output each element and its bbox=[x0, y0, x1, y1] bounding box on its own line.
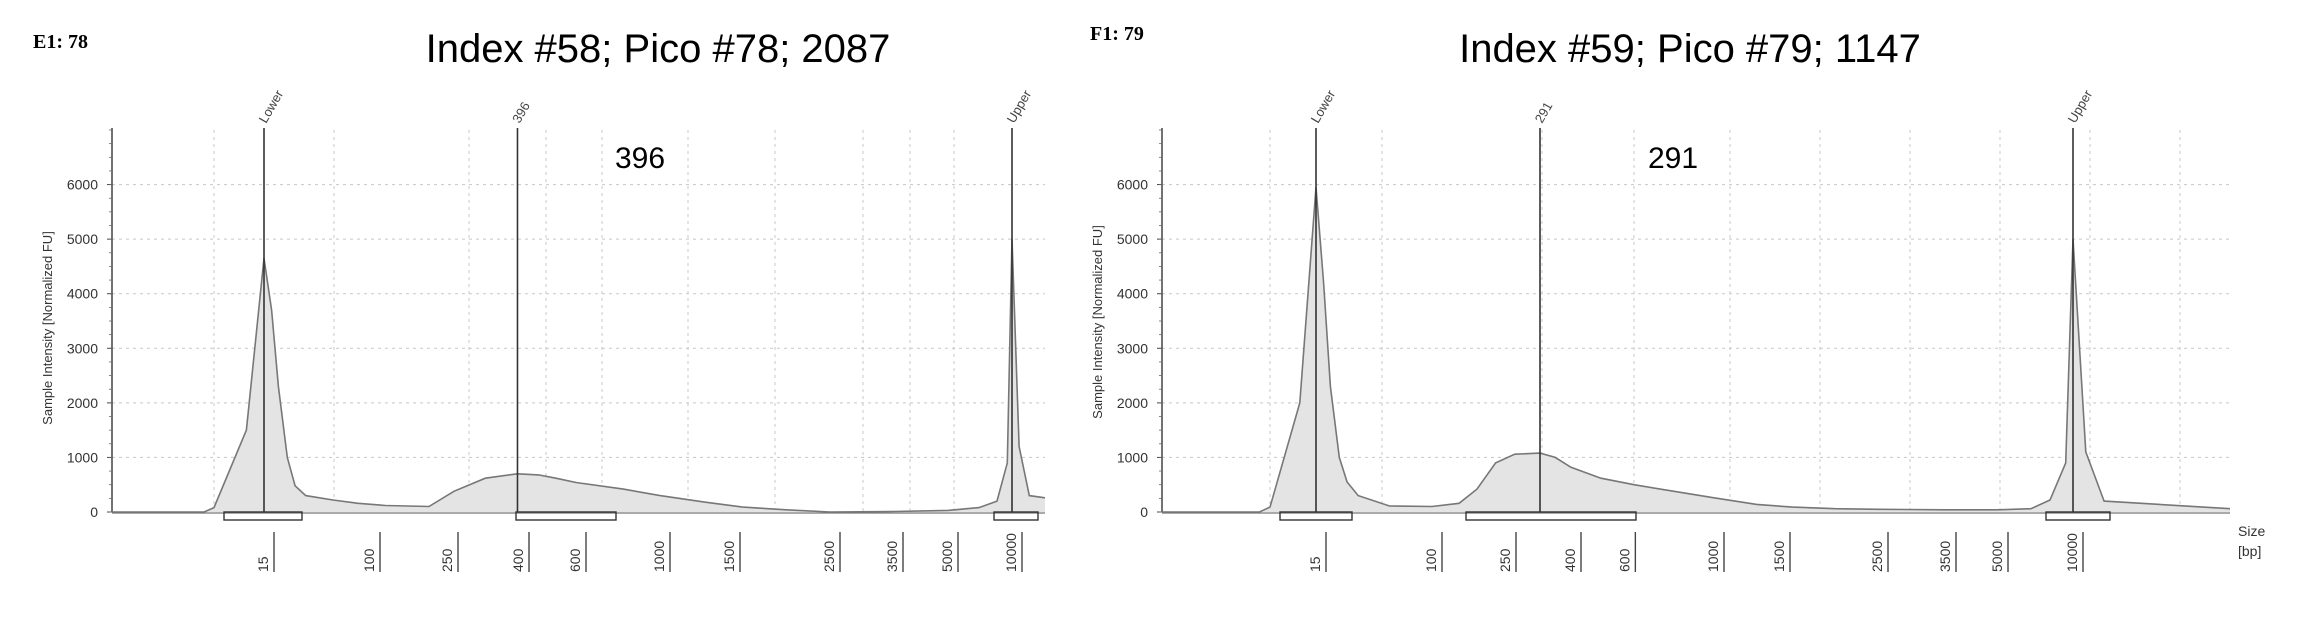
marker-label: Lower bbox=[256, 87, 287, 126]
panel-f1: F1: 79 Index #59; Pico #79; 1147 0 1000 20… bbox=[1090, 23, 2265, 572]
y-tick-label: 2000 bbox=[1117, 395, 1148, 411]
well-label: E1: 78 bbox=[33, 31, 88, 53]
region-bracket bbox=[2045, 511, 2111, 521]
marker-label: Lower bbox=[1308, 87, 1339, 126]
x-tick-label: 2500 bbox=[821, 541, 837, 572]
y-tick-label: 3000 bbox=[1117, 340, 1148, 356]
x-tick-label: 600 bbox=[1616, 548, 1632, 572]
marker-label: 396 bbox=[509, 99, 533, 125]
x-tick-label: 1500 bbox=[1771, 541, 1787, 572]
x-tick-label: 5000 bbox=[1989, 541, 2005, 572]
trace-line bbox=[112, 239, 1046, 513]
x-tick-label: 10000 bbox=[1003, 533, 1019, 572]
region-bracket bbox=[993, 511, 1039, 521]
y-tick-label: 6000 bbox=[1117, 177, 1148, 193]
plot-area: 0 1000 2000 3000 4000 5000 6000 Lower 396 Upper 15… bbox=[67, 87, 1046, 572]
y-tick-label: 0 bbox=[90, 504, 98, 520]
x-tick-label: 2500 bbox=[1869, 541, 1885, 572]
x-tick-label: 250 bbox=[1497, 548, 1513, 572]
x-tick-label: 100 bbox=[1423, 548, 1439, 572]
region-bracket bbox=[1465, 511, 1637, 521]
x-tick-label: 400 bbox=[510, 548, 526, 572]
y-tick-label: 0 bbox=[1140, 504, 1148, 520]
y-tick-label: 1000 bbox=[67, 449, 98, 465]
x-axis-label-bp: [bp] bbox=[2238, 543, 2261, 559]
x-tick-label: 10000 bbox=[2064, 533, 2080, 572]
peak-annotation: 291 bbox=[1648, 142, 1698, 175]
y-axis-label: Sample Intensity [Normalized FU] bbox=[1090, 225, 1105, 419]
x-tick-label: 600 bbox=[567, 548, 583, 572]
region-bracket bbox=[1279, 511, 1353, 521]
chart-title: Index #58; Pico #78; 2087 bbox=[426, 27, 891, 71]
x-tick-label: 3500 bbox=[884, 541, 900, 572]
x-tick-label: 1500 bbox=[721, 541, 737, 572]
y-tick-label: 5000 bbox=[1117, 231, 1148, 247]
x-axis-unit: Size [bp] bbox=[2238, 523, 2265, 559]
y-tick-label: 4000 bbox=[1117, 286, 1148, 302]
x-tick-label: 5000 bbox=[939, 541, 955, 572]
y-tick-label: 5000 bbox=[67, 231, 98, 247]
well-label: F1: 79 bbox=[1090, 23, 1144, 45]
y-tick-label: 6000 bbox=[67, 177, 98, 193]
x-tick-label: 15 bbox=[255, 556, 271, 572]
marker-label: Upper bbox=[1004, 87, 1035, 126]
panel-e1: E1: 78 Index #58; Pico #78; 2087 0 1000 20… bbox=[33, 27, 1046, 572]
x-axis-label-size: Size bbox=[2238, 523, 2265, 539]
x-tick-label: 1000 bbox=[651, 541, 667, 572]
y-tick-label: 2000 bbox=[67, 395, 98, 411]
x-tick-label: 100 bbox=[361, 548, 377, 572]
y-tick-label: 1000 bbox=[1117, 449, 1148, 465]
peak-annotation: 396 bbox=[615, 142, 665, 175]
y-axis-label: Sample Intensity [Normalized FU] bbox=[40, 231, 55, 425]
region-bracket bbox=[515, 511, 617, 521]
x-tick-label: 250 bbox=[439, 548, 455, 572]
marker-label: 291 bbox=[1532, 99, 1556, 125]
y-tick-label: 4000 bbox=[67, 286, 98, 302]
x-tick-label: 15 bbox=[1307, 556, 1323, 572]
y-tick-label: 3000 bbox=[67, 340, 98, 356]
region-bracket bbox=[223, 511, 303, 521]
x-tick-label: 400 bbox=[1562, 548, 1578, 572]
marker-label: Upper bbox=[2065, 87, 2096, 126]
x-tick-label: 1000 bbox=[1705, 541, 1721, 572]
chart-title: Index #59; Pico #79; 1147 bbox=[1459, 27, 1921, 71]
x-tick-label: 3500 bbox=[1937, 541, 1953, 572]
trace-line bbox=[1162, 187, 2231, 513]
